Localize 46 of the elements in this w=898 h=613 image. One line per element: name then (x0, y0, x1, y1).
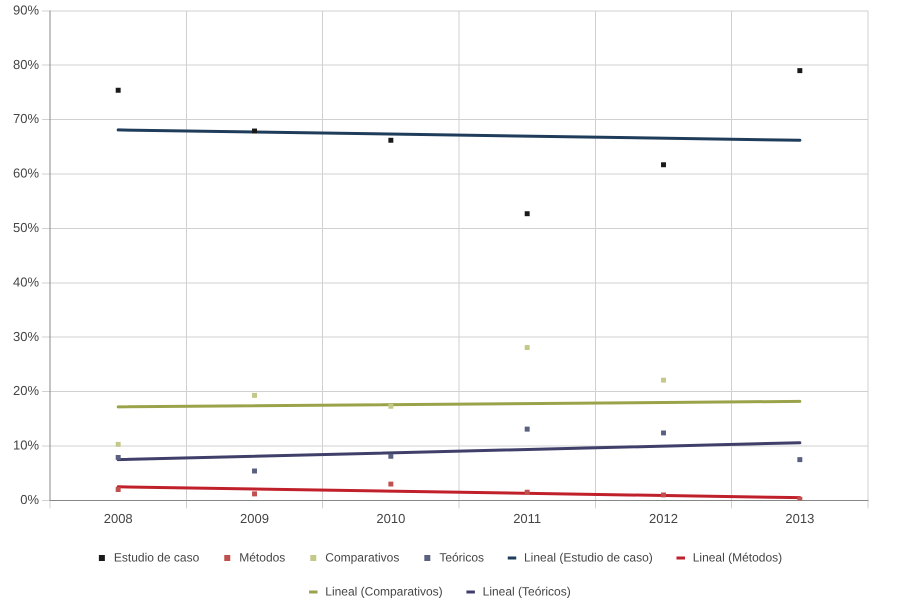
x-tick-label: 2012 (649, 510, 678, 526)
point (661, 430, 666, 436)
point (388, 454, 394, 459)
legend-label: Métodos (239, 550, 286, 564)
point (524, 426, 530, 432)
y-tick-label: 60% (12, 166, 40, 181)
legend-label: Lineal (Métodos) (692, 550, 782, 564)
point (116, 454, 121, 460)
y-tick-label: 90% (12, 2, 40, 18)
point (524, 211, 530, 216)
point (388, 138, 394, 143)
point (252, 468, 257, 474)
legend-label: Lineal (Teóricos) (482, 584, 571, 598)
legend-label: Teóricos (439, 550, 484, 564)
y-tick-label: 70% (12, 111, 40, 126)
point (252, 491, 257, 496)
y-tick-label: 40% (12, 274, 40, 290)
point (252, 392, 257, 398)
y-tick-label: 10% (12, 438, 40, 453)
point (252, 128, 257, 134)
y-tick-label: 20% (12, 383, 40, 398)
point (661, 492, 666, 498)
x-tick-label: 2011 (513, 510, 542, 526)
x-tick-label: 2008 (104, 510, 133, 526)
point (116, 88, 121, 93)
point (797, 457, 802, 462)
legend-label: Comparativos (325, 550, 400, 564)
point (661, 162, 666, 168)
y-tick-label: 30% (12, 328, 40, 344)
legend-label: Estudio de caso (114, 550, 200, 564)
point (388, 482, 394, 487)
point (524, 490, 530, 495)
y-tick-label: 80% (12, 56, 40, 72)
point (797, 68, 802, 74)
y-tick-label: 50% (12, 220, 40, 235)
point (524, 345, 530, 350)
point (116, 487, 121, 492)
x-tick-label: 2013 (785, 510, 814, 526)
legend-label: Lineal (Comparativos) (325, 584, 443, 598)
point (388, 404, 394, 409)
legend-label: Lineal (Estudio de caso) (524, 550, 653, 564)
x-tick-label: 2009 (240, 510, 269, 526)
point (116, 442, 121, 447)
y-tick-label: 0% (20, 492, 40, 507)
x-tick-label: 2010 (376, 510, 406, 526)
point (661, 378, 666, 383)
